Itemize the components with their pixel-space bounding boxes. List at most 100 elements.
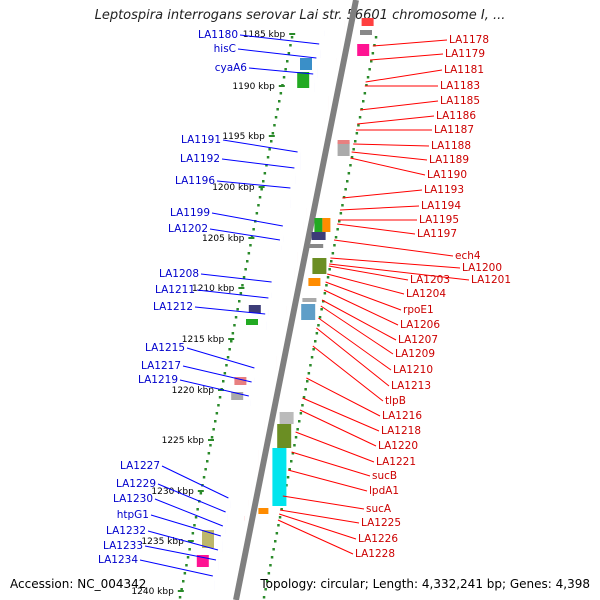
reverse-gene-label[interactable]: LA1201 (471, 274, 511, 286)
scale-tick (289, 33, 296, 35)
forward-gene-label[interactable]: LA1217 (141, 360, 181, 372)
reverse-gene-label[interactable]: LA1228 (355, 548, 395, 560)
reverse-gene-label[interactable]: LA1225 (361, 517, 401, 529)
tick-dot (276, 108, 279, 111)
reverse-gene-label[interactable]: LA1194 (421, 200, 461, 212)
forward-gene-label[interactable]: hisC (214, 43, 236, 55)
reverse-gene-label[interactable]: LA1189 (429, 154, 469, 166)
reverse-feature-box (337, 140, 350, 144)
reverse-gene-label[interactable]: rpoE1 (403, 304, 434, 316)
reverse-gene-label[interactable]: lpdA1 (369, 485, 399, 497)
forward-gene-label[interactable]: LA1233 (103, 540, 143, 552)
reverse-gene-label[interactable]: LA1195 (419, 214, 459, 226)
forward-gene-label[interactable]: LA1202 (168, 223, 208, 235)
tick-dot (196, 508, 199, 511)
tick-dot (280, 508, 283, 511)
forward-gene-label[interactable]: LA1191 (181, 134, 221, 146)
forward-gene-label[interactable]: LA1232 (106, 525, 146, 537)
forward-label-leader (200, 273, 272, 283)
reverse-gene-label[interactable]: LA1218 (381, 425, 421, 437)
tick-dot (274, 116, 278, 119)
tick-dot (185, 564, 188, 567)
reverse-gene-label[interactable]: LA1221 (376, 456, 416, 468)
reverse-label-leader (342, 189, 423, 199)
scale-tick (197, 490, 204, 492)
tick-dot (291, 452, 295, 455)
reverse-feature-box (301, 304, 316, 320)
forward-feature-box (248, 305, 261, 313)
reverse-gene-label[interactable]: LA1220 (378, 440, 418, 452)
tick-dot (273, 124, 276, 127)
forward-gene-label[interactable]: LA1180 (198, 29, 238, 41)
chromosome-backbone (233, 0, 359, 600)
tick-dot (284, 68, 287, 71)
tick-dot (268, 148, 271, 151)
forward-gene-label[interactable]: LA1196 (175, 175, 215, 187)
scale-label: 1210 kbp (192, 284, 235, 294)
reverse-gene-label[interactable]: LA1226 (358, 533, 398, 545)
reverse-gene-label[interactable]: sucA (366, 503, 392, 515)
reverse-gene-label[interactable]: LA1210 (393, 364, 433, 376)
reverse-label-leader (279, 509, 360, 524)
reverse-gene-label[interactable]: LA1178 (449, 34, 489, 46)
reverse-gene-label[interactable]: LA1204 (406, 288, 446, 300)
reverse-gene-label[interactable]: tlpB (385, 395, 406, 407)
reverse-label-leader (329, 263, 470, 281)
forward-gene-label[interactable]: LA1234 (98, 554, 138, 566)
tick-dot (207, 452, 211, 455)
reverse-gene-label[interactable]: LA1190 (427, 169, 467, 181)
forward-gene-label[interactable]: cyaA6 (215, 62, 248, 74)
reverse-feature-box (308, 278, 321, 286)
left-tick-track (178, 36, 294, 599)
reverse-gene-label[interactable]: LA1181 (444, 64, 484, 76)
map-title: Leptospira interrogans serovar Lai str. … (94, 8, 506, 23)
tick-dot (270, 140, 273, 143)
tick-dot (234, 316, 238, 319)
scale-label: 1220 kbp (172, 386, 215, 396)
forward-gene-label[interactable]: LA1215 (145, 342, 185, 354)
reverse-feature-box (258, 508, 269, 514)
tick-dot (266, 580, 269, 583)
reverse-gene-label[interactable]: ech4 (455, 250, 481, 262)
reverse-label-leader (312, 345, 384, 402)
forward-gene-label[interactable]: LA1199 (170, 207, 210, 219)
reverse-gene-label[interactable]: LA1216 (382, 410, 422, 422)
reverse-gene-label[interactable]: sucB (372, 470, 397, 482)
tick-dot (312, 348, 315, 351)
tick-dot (233, 324, 236, 327)
reverse-gene-label[interactable]: LA1203 (410, 274, 450, 286)
reverse-gene-label[interactable]: LA1186 (436, 110, 476, 122)
forward-gene-label[interactable]: LA1219 (138, 374, 178, 386)
forward-gene-label[interactable]: LA1208 (159, 268, 199, 280)
reverse-gene-label[interactable]: LA1213 (391, 380, 431, 392)
reverse-gene-label[interactable]: LA1206 (400, 319, 440, 331)
reverse-label-leader (291, 451, 371, 477)
forward-gene-label[interactable]: htpG1 (117, 509, 149, 521)
reverse-gene-label[interactable]: LA1200 (462, 262, 502, 274)
tick-dot (241, 284, 244, 287)
tick-dot (298, 420, 301, 423)
reverse-label-leader (369, 53, 444, 61)
forward-gene-label[interactable]: LA1212 (153, 301, 193, 313)
scale-label: 1190 kbp (232, 82, 275, 92)
reverse-gene-label[interactable]: LA1183 (440, 80, 480, 92)
reverse-gene-label[interactable]: LA1193 (424, 184, 464, 196)
forward-gene-label[interactable]: LA1192 (180, 153, 220, 165)
forward-gene-label[interactable]: LA1227 (120, 460, 160, 472)
reverse-gene-label[interactable]: LA1187 (434, 124, 474, 136)
reverse-gene-label[interactable]: LA1209 (395, 348, 435, 360)
tick-dot (209, 444, 212, 447)
reverse-gene-label[interactable]: LA1179 (445, 48, 485, 60)
reverse-gene-label[interactable]: LA1188 (431, 140, 471, 152)
forward-gene-label[interactable]: LA1230 (113, 493, 153, 505)
forward-gene-label[interactable]: LA1229 (116, 478, 156, 490)
reverse-gene-label[interactable]: LA1185 (440, 95, 480, 107)
reverse-gene-label[interactable]: LA1197 (417, 228, 457, 240)
reverse-label-leader (351, 151, 428, 161)
forward-gene-label[interactable]: LA1211 (155, 284, 195, 296)
reverse-feature-box (360, 30, 372, 35)
forward-label-leader (157, 483, 226, 513)
reverse-gene-label[interactable]: LA1207 (398, 334, 438, 346)
tick-dot (365, 84, 368, 87)
tick-dot (341, 204, 344, 207)
